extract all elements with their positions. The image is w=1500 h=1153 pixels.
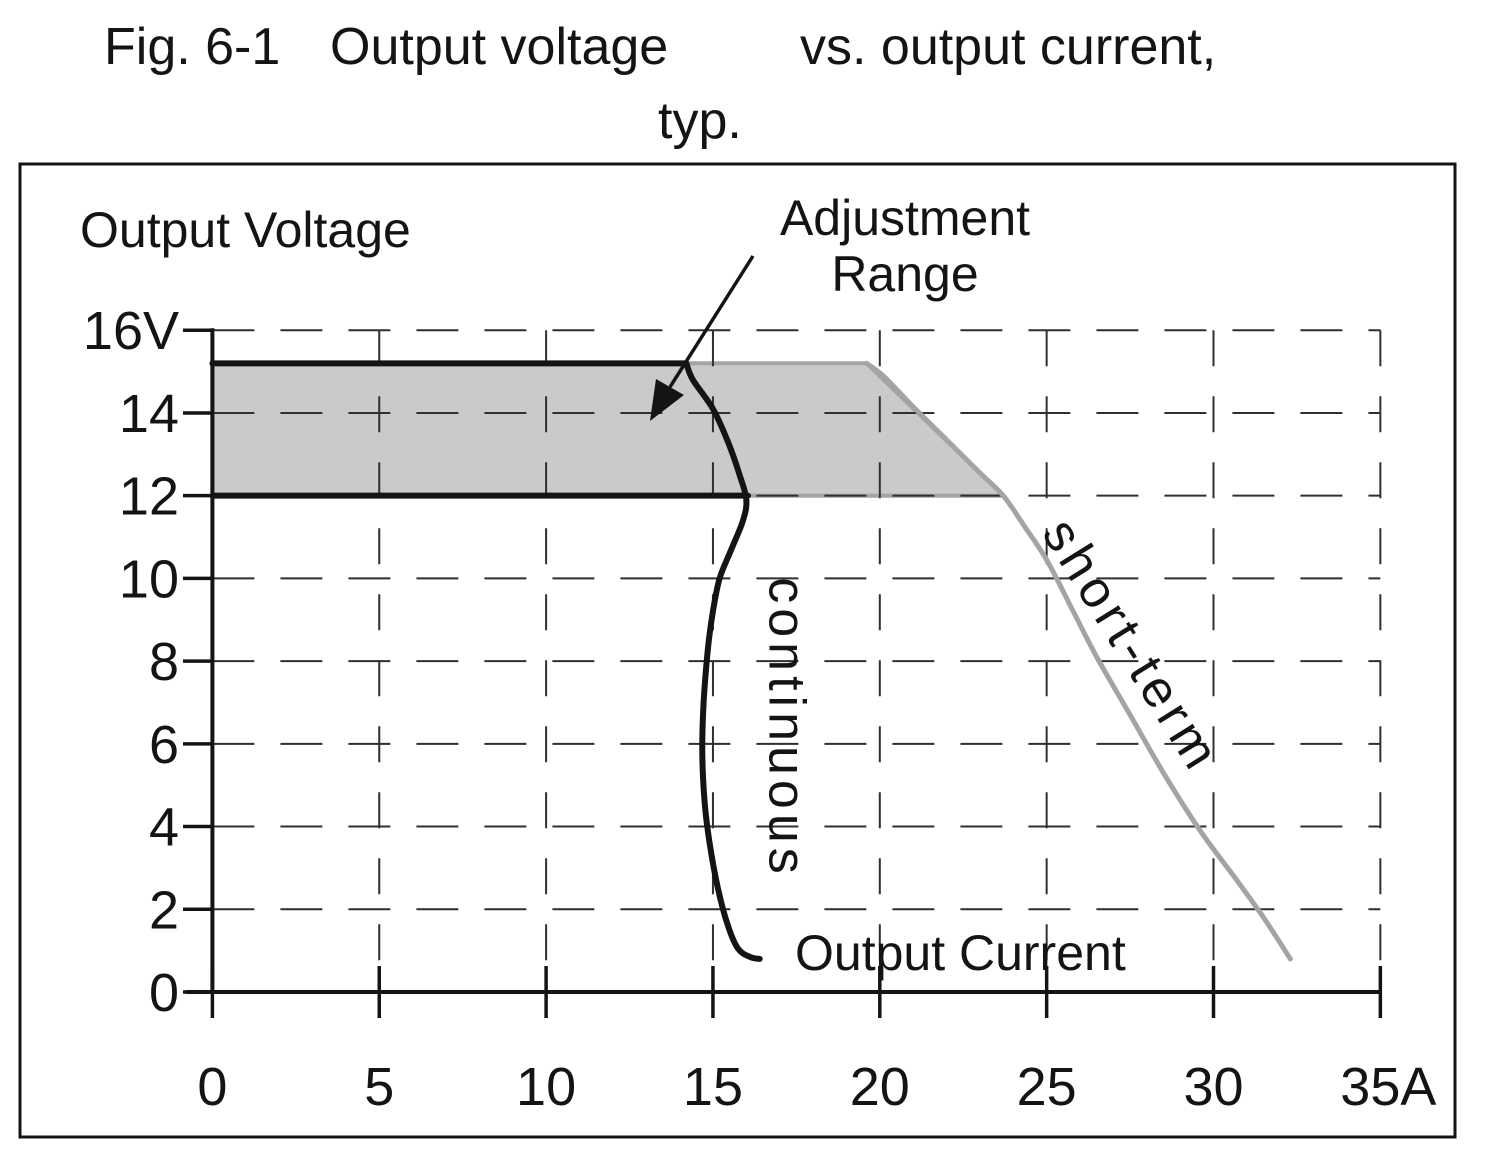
y-axis-title: Output Voltage: [80, 202, 411, 258]
x-tick-label: 0: [197, 1057, 227, 1117]
adjustment-range-line2: Range: [831, 246, 979, 302]
figure-title-part1: Output voltage: [330, 18, 669, 76]
adjustment-range-annotation: Adjustment Range: [780, 190, 1030, 302]
adjustment-range-region: [210, 361, 1006, 498]
y-tick-label: 8: [149, 632, 179, 692]
adjustment-range-polygon: [210, 361, 1006, 498]
y-tick-label: 16V: [83, 301, 179, 361]
x-tick-label: 5: [364, 1057, 394, 1117]
figure-border: [18, 162, 1457, 1139]
axes: [183, 328, 1383, 1018]
short-term-curve: [864, 360, 1293, 962]
figure-title-line2: typ.: [658, 92, 742, 150]
continuous-curve-label: continuous: [757, 577, 816, 879]
x-tick-label: 10: [516, 1057, 576, 1117]
x-tick-label: 20: [850, 1057, 910, 1117]
x-tick-label: 25: [1017, 1057, 1077, 1117]
curves: [209, 360, 1293, 962]
x-tick-label: 35A: [1340, 1057, 1436, 1117]
y-tick-label: 0: [149, 963, 179, 1023]
y-tick-label: 12: [119, 467, 179, 527]
grid-lines: [212, 329, 1382, 992]
continuous-curve: [683, 360, 763, 962]
y-tick-label: 10: [119, 549, 179, 609]
y-tick-label: 6: [149, 715, 179, 775]
adjustment-range-line1: Adjustment: [779, 190, 1031, 246]
x-tick-label: 30: [1183, 1057, 1243, 1117]
y-tick-label: 2: [149, 880, 179, 940]
y-tick-label: 4: [149, 798, 179, 858]
annotation-arrow: [650, 255, 755, 421]
figure-title-part2: vs. output current,: [800, 18, 1217, 76]
x-tick-label: 15: [683, 1057, 743, 1117]
y-tick-label: 14: [119, 384, 179, 444]
x-axis-title: Output Current: [795, 925, 1126, 981]
figure-number: Fig. 6-1: [104, 18, 281, 76]
